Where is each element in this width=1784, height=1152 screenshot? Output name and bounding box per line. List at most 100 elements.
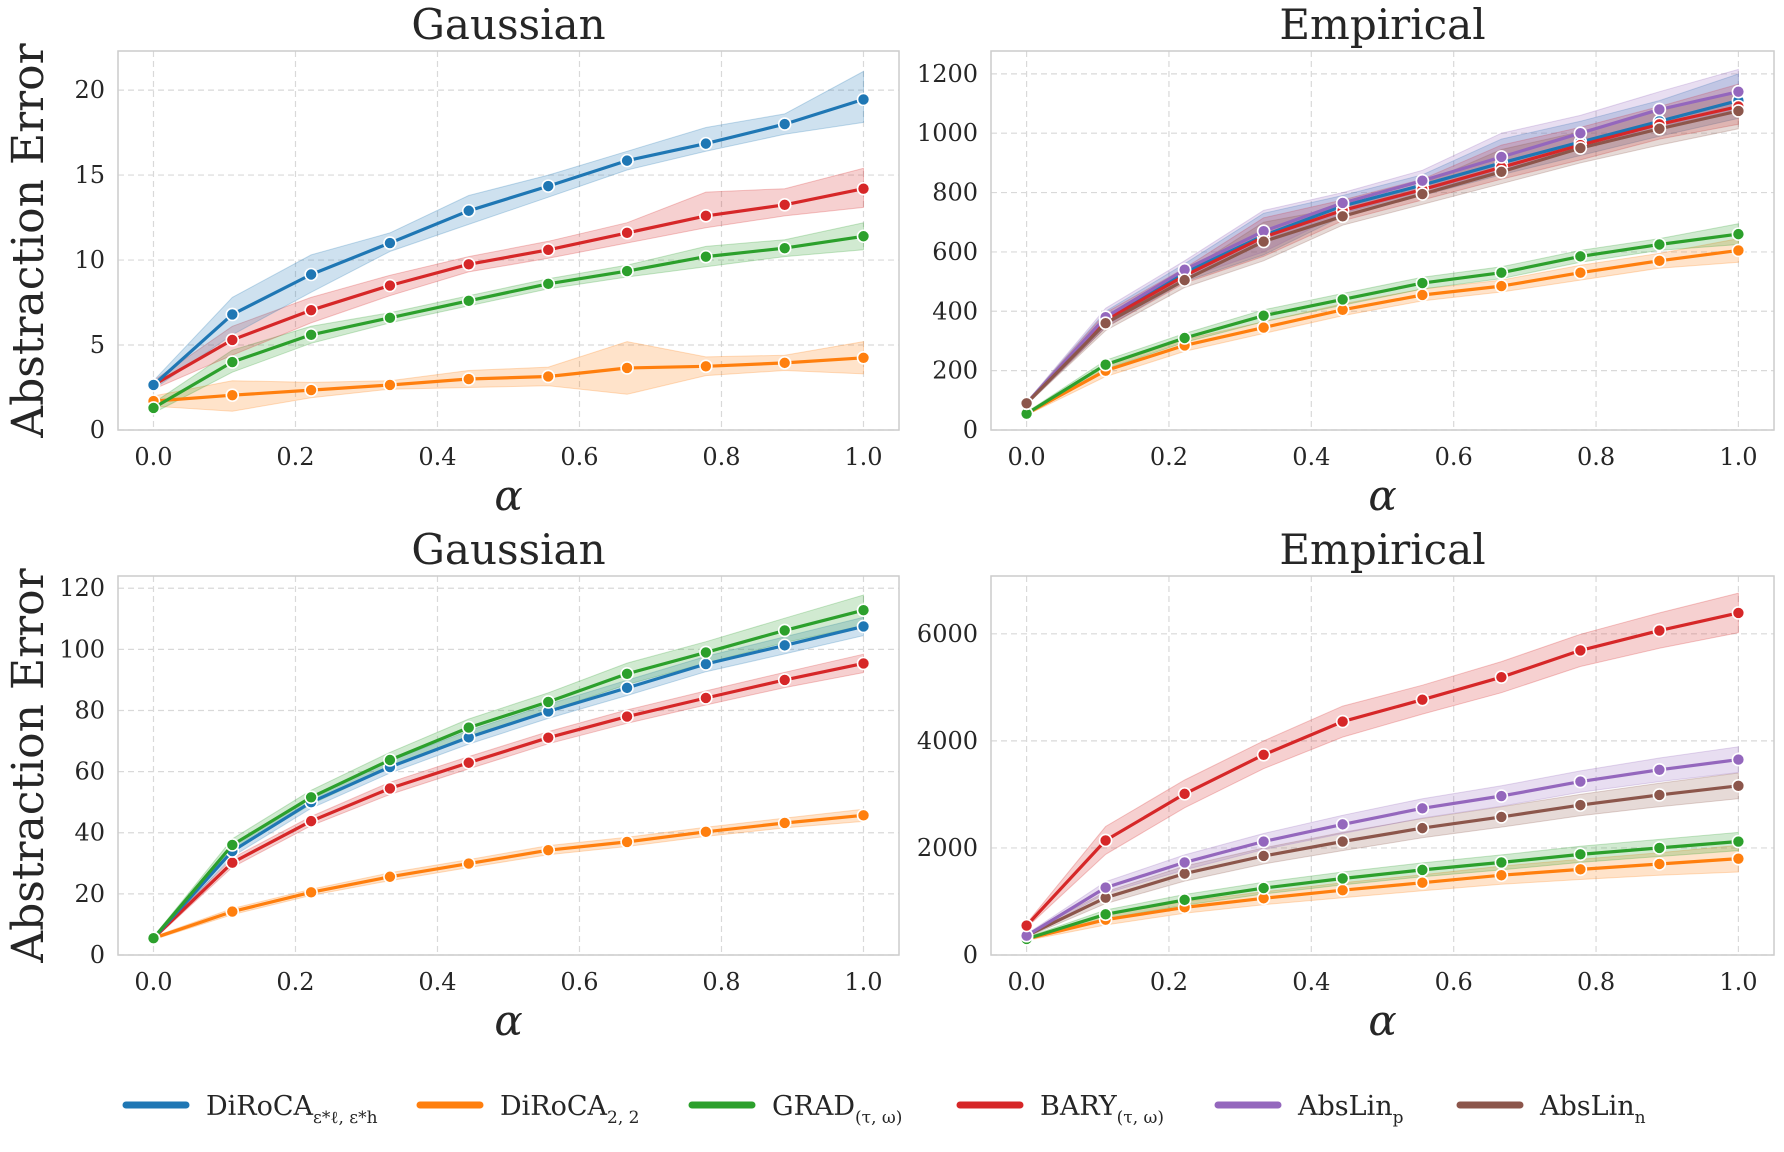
line-diroca_eps [152,624,864,940]
point-abslin_n [1494,810,1509,824]
band-diroca_22 [1026,844,1739,942]
point-abslin_n [1731,779,1746,793]
point-diroca_eps [620,153,634,168]
point-abslin_p [1335,196,1350,210]
point-grad [383,311,397,325]
point-diroca_eps [225,307,240,322]
plot-frame [117,575,900,956]
point-bary [1335,714,1350,729]
point-abslin_p [1335,817,1350,832]
band-bary [153,653,864,941]
point-diroca_eps [777,117,792,131]
point-bary [699,691,713,705]
y-tick-label: 400 [932,297,978,325]
y-tick-label: 2000 [917,834,978,862]
point-diroca_22 [1335,883,1350,898]
point-diroca_22 [1731,851,1746,866]
x-tick-label: 0.0 [1008,968,1046,996]
legend-label-base: AbsLin [1539,1091,1635,1122]
point-abslin_p [1652,102,1667,117]
y-tick-label: 4000 [917,727,978,755]
point-diroca_22 [777,356,792,370]
point-diroca_22 [541,843,556,857]
subplot-2: 0.0 0.2 0.4 0.6 0.8 1.0 0 200 400 600 800 1000 1200 E… [917,0,1775,520]
subplot-title: Gaussian [411,0,605,49]
legend-label-abslin_n: AbsLinn [1539,1091,1646,1128]
point-abslin_p [1494,150,1509,164]
point-grad [541,695,556,709]
y-tick-label: 1200 [917,60,978,88]
point-bary [1731,606,1746,620]
legend-label-abslin_p: AbsLinp [1297,1091,1404,1128]
x-tick-label: 0.6 [560,443,598,471]
point-bary [1256,747,1271,762]
line-grad [1025,232,1739,416]
point-abslin_n [1177,273,1192,287]
point-diroca_22 [699,359,713,374]
point-grad [225,838,240,852]
point-abslin_p [1098,880,1113,895]
point-grad [620,264,634,278]
point-grad [856,229,871,244]
y-tick-label: 20 [74,76,105,104]
x-tick-label: 0.2 [1150,968,1188,996]
point-diroca_22 [1652,254,1667,268]
line-abslin_n [1025,109,1739,405]
point-abslin_n [1415,821,1430,835]
legend-label-base: AbsLin [1297,1091,1393,1122]
legend-label-subscript: p [1393,1108,1404,1128]
point-diroca_eps [146,378,161,392]
point-grad [146,931,161,945]
legend-label-subscript: n [1635,1108,1646,1128]
legend-label-grad: GRAD(τ, ω) [772,1091,902,1128]
point-grad [699,645,713,660]
plot-area [118,576,899,955]
point-abslin_n [1256,849,1271,863]
x-tick-label: 0.4 [418,443,456,471]
y-tick-label: 200 [932,357,978,385]
point-abslin_n [1256,234,1271,249]
x-tick-label: 0.2 [276,443,314,471]
point-grad [1335,292,1350,307]
point-grad [383,753,397,767]
band-diroca_22 [1026,237,1739,417]
x-tick-label: 1.0 [1719,968,1757,996]
band-diroca_eps [153,70,864,391]
legend-item-diroca_22: DiRoCA2, 2 [416,1091,639,1128]
x-tick-label: 0.4 [1292,968,1330,996]
y-tick-label: 120 [59,574,105,602]
point-bary [461,257,476,272]
point-grad [699,249,713,264]
point-abslin_n [1098,316,1113,330]
point-grad [1098,357,1113,372]
band-grad [153,222,864,414]
y-tick-label: 100 [59,635,105,663]
legend-item-grad: GRAD(τ, ω) [688,1091,902,1128]
band-abslin_p [1026,746,1739,939]
y-tick-label: 60 [74,758,105,786]
point-diroca_22 [1415,288,1430,302]
line-bary [152,661,864,940]
point-diroca_22 [1494,868,1509,883]
point-diroca_22 [304,383,318,397]
point-abslin_p [1573,774,1588,789]
point-diroca_eps [856,92,871,107]
point-diroca_22 [699,825,713,839]
y-tick-label: 10 [74,246,105,274]
point-grad [1256,881,1271,895]
y-tick-label: 40 [74,819,105,847]
band-diroca_eps [1026,73,1739,406]
point-grad [1731,227,1746,241]
point-bary [620,709,634,724]
point-diroca_22 [856,808,871,823]
point-diroca_eps [699,136,713,151]
y-axis-label: Abstraction Error [3,42,54,438]
point-abslin_p [1415,801,1430,816]
plot-frame [990,50,1775,431]
line-bary [1025,611,1739,927]
x-tick-label: 0.2 [276,968,314,996]
band-abslin_n [1026,772,1739,939]
point-bary [383,278,397,293]
point-bary [1019,918,1034,933]
line-grad [152,234,864,410]
